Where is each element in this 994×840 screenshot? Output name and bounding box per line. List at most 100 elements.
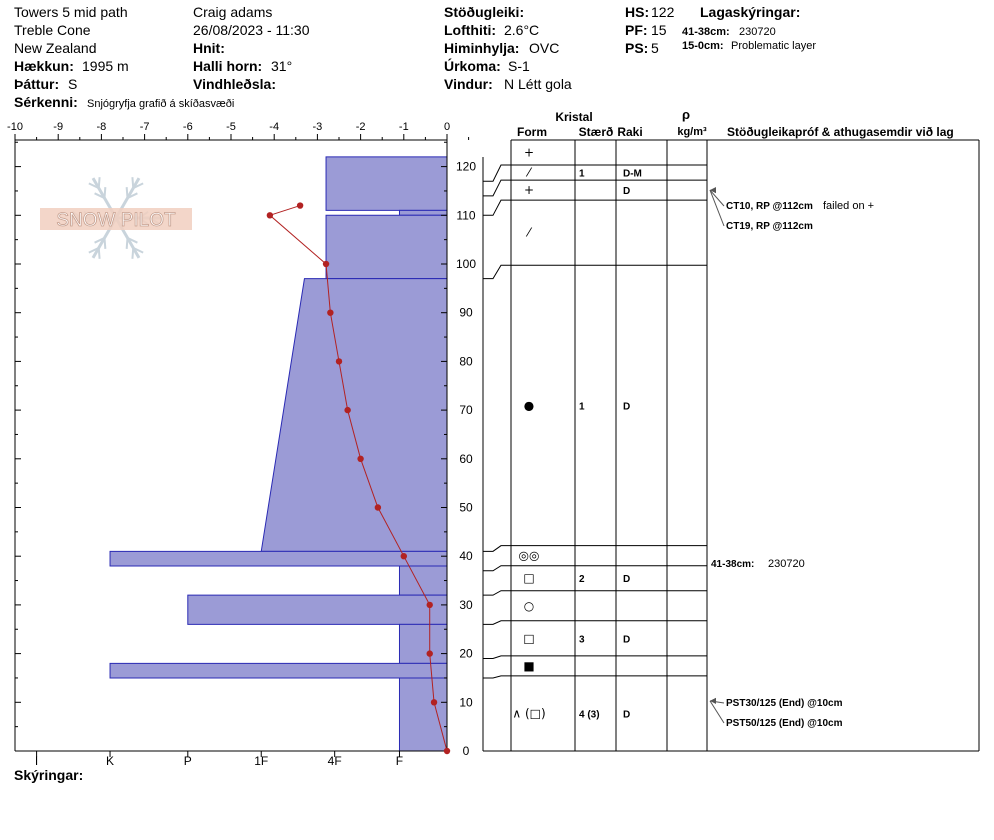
datetime: 26/08/2023 - 11:30 (193, 22, 310, 38)
elevation-label: Hækkun: (14, 58, 74, 74)
hardness-tick-label: P (184, 754, 192, 768)
crystal-header: Kristal (555, 110, 592, 124)
crystal-form: ● (524, 398, 534, 412)
stability-arrow (709, 189, 725, 227)
height-tick-label: 20 (459, 647, 473, 661)
moisture-value: D (623, 186, 630, 197)
temperature-point (266, 212, 274, 219)
height-tick-label: 90 (459, 306, 473, 320)
temp-tick-label: -7 (140, 121, 150, 133)
moisture-value: D (623, 709, 630, 720)
temp-tick-label: -3 (313, 121, 323, 133)
hardness-layer (109, 662, 448, 679)
location: Towers 5 mid path (14, 4, 128, 20)
aspect-label: Þáttur: (14, 76, 60, 92)
hardness-layer (325, 214, 448, 280)
crystal-size: 1 (579, 169, 585, 180)
layer-connector (483, 545, 511, 552)
observer: Craig adams (193, 4, 273, 20)
height-tick-label: 50 (459, 501, 473, 515)
layer-note-1-text: 230720 (739, 26, 776, 38)
temperature-point (335, 358, 343, 365)
height-tick-label: 40 (459, 549, 473, 563)
height-tick-label: 0 (463, 744, 470, 758)
hardness-layer (398, 623, 448, 664)
precip-value: S-1 (508, 58, 530, 74)
layer-note-2-range: 15-0cm: (682, 40, 724, 52)
layer-connector (483, 179, 511, 197)
stability-comment: failed on + (823, 200, 874, 212)
hardness-layer (187, 594, 448, 625)
crystal-form: ◎◎ (519, 549, 540, 563)
temperature-point (322, 260, 330, 268)
air-temp-label: Lofthiti: (444, 22, 497, 38)
crystal-form: □ (523, 571, 534, 585)
svg-text:SNOW PILOT: SNOW PILOT (56, 210, 176, 231)
temperature-point (430, 699, 438, 706)
hardness-tick-label: I (35, 754, 38, 768)
snowpilot-logo: SNOW PILOT (40, 177, 192, 259)
temp-tick-label: -2 (356, 121, 366, 133)
elevation-value: 1995 m (82, 58, 129, 74)
precip-label: Úrkoma: (444, 58, 501, 74)
hs-value: 122 (651, 4, 675, 20)
stability-arrow (709, 189, 725, 207)
hardness-layer (325, 156, 448, 211)
height-tick-label: 60 (459, 452, 473, 466)
temp-tick-label: -5 (226, 121, 236, 133)
temp-tick-label: -8 (97, 121, 107, 133)
slope-label: Halli horn: (193, 58, 263, 74)
ps-label: PS: (625, 40, 649, 56)
moisture-value: D-M (623, 169, 642, 180)
hardness-layer (260, 278, 448, 552)
form-header: Form (517, 125, 547, 139)
layer-note-1-range: 41-38cm: (682, 26, 730, 38)
height-tick-label: 80 (459, 354, 473, 368)
stability-header: Stöðugleikapróf & athugasemdir við lag (727, 125, 954, 139)
crystal-form: + (524, 183, 534, 197)
wind-loading-label: Vindhleðsla: (193, 76, 276, 92)
hardness-layer (398, 677, 448, 752)
sky-value: OVC (529, 40, 560, 56)
stability-test: CT10, RP @112cm (726, 201, 813, 212)
height-tick-label: 100 (456, 257, 476, 271)
crystal-form: + (524, 146, 534, 160)
temperature-point (327, 309, 334, 316)
ps-value: 5 (651, 40, 659, 56)
hardness-layer (398, 209, 448, 216)
moisture-value: D (623, 634, 630, 645)
air-temp-value: 2.6°C (504, 22, 540, 38)
crystal-size: 3 (579, 634, 585, 645)
layer-connector (483, 264, 511, 280)
temperature-point (426, 601, 433, 609)
layer-note-2-text: Problematic layer (731, 40, 816, 52)
slope-value: 31° (271, 58, 293, 74)
layer-comment-range: 41-38cm: (711, 559, 754, 570)
temp-tick-label: -10 (7, 121, 23, 133)
hardness-tick-label: 1F (254, 754, 268, 768)
temperature-point (296, 202, 304, 209)
crystal-form: □ (523, 631, 534, 645)
temp-tick-label: -9 (53, 121, 63, 133)
temperature-point (426, 650, 433, 657)
temp-tick-label: 0 (444, 121, 450, 133)
layer-connector (483, 565, 511, 572)
temperature-point (400, 553, 407, 560)
layer-comment-text: 230720 (768, 558, 805, 570)
temperature-point (344, 406, 351, 414)
moisture-header: Raki (617, 125, 642, 139)
size-header: Stærð (579, 125, 614, 139)
temperature-point (443, 747, 451, 755)
temperature-point (374, 504, 382, 511)
temperature-point (357, 455, 364, 462)
region: New Zealand (14, 40, 97, 56)
area: Treble Cone (14, 22, 91, 38)
height-tick-label: 10 (459, 695, 473, 709)
temp-tick-label: -1 (399, 121, 409, 133)
layer-connector (483, 199, 511, 216)
layer-connector (483, 164, 511, 182)
rho-header: ρ (682, 107, 690, 122)
stability-label: Stöðugleiki: (444, 4, 525, 20)
stability-test: CT19, RP @112cm (726, 221, 813, 232)
stability-test: PST50/125 (End) @10cm (726, 718, 843, 729)
